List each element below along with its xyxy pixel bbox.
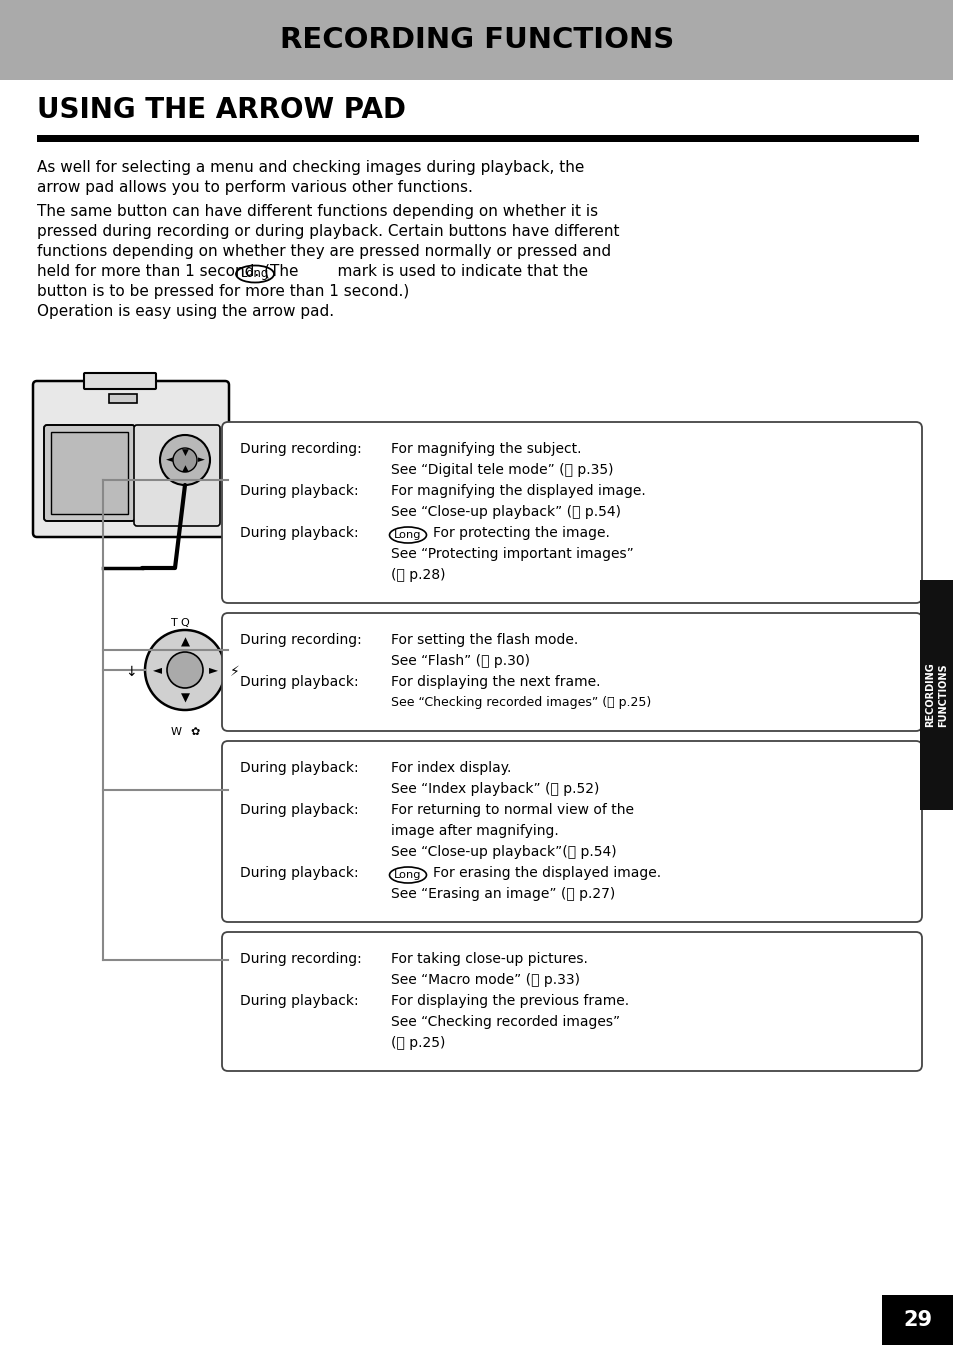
Text: See “Close-up playback”(␃ p.54): See “Close-up playback”(␃ p.54) <box>391 845 616 859</box>
Text: For magnifying the displayed image.: For magnifying the displayed image. <box>391 484 645 498</box>
Text: ▲: ▲ <box>180 635 190 648</box>
Text: During recording:: During recording: <box>240 633 361 647</box>
Text: ►: ► <box>209 663 217 677</box>
Text: (␃ p.25): (␃ p.25) <box>391 1036 445 1050</box>
Circle shape <box>172 448 196 472</box>
Text: Operation is easy using the arrow pad.: Operation is easy using the arrow pad. <box>37 304 334 319</box>
Text: During playback:: During playback: <box>240 526 358 539</box>
Text: ↓: ↓ <box>125 664 137 679</box>
Text: button is to be pressed for more than 1 second.): button is to be pressed for more than 1 … <box>37 284 409 299</box>
Text: During playback:: During playback: <box>240 761 358 775</box>
Text: During playback:: During playback: <box>240 803 358 816</box>
FancyBboxPatch shape <box>222 613 921 730</box>
Text: ◄: ◄ <box>152 663 161 677</box>
Text: Q: Q <box>180 617 189 628</box>
Text: Long: Long <box>394 530 421 539</box>
Text: For magnifying the subject.: For magnifying the subject. <box>391 443 581 456</box>
Circle shape <box>160 434 210 486</box>
Text: During playback:: During playback: <box>240 675 358 689</box>
Text: ⚡: ⚡ <box>230 664 239 679</box>
Text: See “Close-up playback” (␃ p.54): See “Close-up playback” (␃ p.54) <box>391 504 620 519</box>
Text: As well for selecting a menu and checking images during playback, the: As well for selecting a menu and checkin… <box>37 160 584 175</box>
FancyBboxPatch shape <box>222 932 921 1071</box>
Text: See “Checking recorded images”: See “Checking recorded images” <box>391 1015 619 1029</box>
Text: ▲: ▲ <box>181 464 189 472</box>
Text: RECORDING FUNCTIONS: RECORDING FUNCTIONS <box>279 26 674 54</box>
Text: ◄: ◄ <box>166 456 172 464</box>
Text: See “Protecting important images”: See “Protecting important images” <box>391 547 633 561</box>
Text: held for more than 1 second. (The        mark is used to indicate that the: held for more than 1 second. (The mark i… <box>37 264 587 278</box>
Bar <box>51 432 128 514</box>
Text: For displaying the previous frame.: For displaying the previous frame. <box>391 994 628 1007</box>
Text: RECORDING
FUNCTIONS: RECORDING FUNCTIONS <box>924 663 947 728</box>
FancyBboxPatch shape <box>33 381 229 537</box>
Text: ▼: ▼ <box>181 448 189 456</box>
FancyBboxPatch shape <box>222 422 921 603</box>
Circle shape <box>145 629 225 710</box>
Circle shape <box>167 652 203 689</box>
Text: For protecting the image.: For protecting the image. <box>433 526 609 539</box>
Text: pressed during recording or during playback. Certain buttons have different: pressed during recording or during playb… <box>37 225 618 239</box>
Text: For index display.: For index display. <box>391 761 511 775</box>
Text: ✿: ✿ <box>190 728 199 737</box>
Text: W: W <box>171 728 182 737</box>
Text: image after magnifying.: image after magnifying. <box>391 824 558 838</box>
Bar <box>109 394 137 404</box>
FancyBboxPatch shape <box>222 741 921 923</box>
Text: During playback:: During playback: <box>240 866 358 880</box>
Text: See “Erasing an image” (␃ p.27): See “Erasing an image” (␃ p.27) <box>391 886 615 901</box>
FancyBboxPatch shape <box>133 425 220 526</box>
Text: USING THE ARROW PAD: USING THE ARROW PAD <box>37 95 406 124</box>
Text: See “Checking recorded images” (␃ p.25): See “Checking recorded images” (␃ p.25) <box>391 695 651 709</box>
Text: For returning to normal view of the: For returning to normal view of the <box>391 803 634 816</box>
Text: During recording:: During recording: <box>240 952 361 966</box>
Text: See “Macro mode” (␃ p.33): See “Macro mode” (␃ p.33) <box>391 972 579 987</box>
Text: ▼: ▼ <box>180 691 190 705</box>
FancyBboxPatch shape <box>44 425 135 521</box>
Bar <box>0 0 953 79</box>
Text: See “Index playback” (␃ p.52): See “Index playback” (␃ p.52) <box>391 781 598 796</box>
Text: T: T <box>171 617 177 628</box>
Text: For taking close-up pictures.: For taking close-up pictures. <box>391 952 587 966</box>
Text: During recording:: During recording: <box>240 443 361 456</box>
Text: ►: ► <box>197 456 204 464</box>
Text: arrow pad allows you to perform various other functions.: arrow pad allows you to perform various … <box>37 180 473 195</box>
Text: For setting the flash mode.: For setting the flash mode. <box>391 633 578 647</box>
Text: During playback:: During playback: <box>240 484 358 498</box>
Bar <box>37 134 918 143</box>
Text: See “Digital tele mode” (␃ p.35): See “Digital tele mode” (␃ p.35) <box>391 463 613 477</box>
Text: 29: 29 <box>902 1310 932 1330</box>
Bar <box>882 1295 953 1345</box>
Text: Long: Long <box>240 268 269 281</box>
Text: functions depending on whether they are pressed normally or pressed and: functions depending on whether they are … <box>37 243 611 260</box>
Text: Long: Long <box>394 870 421 880</box>
Text: The same button can have different functions depending on whether it is: The same button can have different funct… <box>37 204 598 219</box>
Bar <box>919 580 953 810</box>
Text: (␃ p.28): (␃ p.28) <box>391 568 445 582</box>
Text: See “Flash” (␃ p.30): See “Flash” (␃ p.30) <box>391 654 530 668</box>
FancyBboxPatch shape <box>84 373 156 389</box>
Text: For erasing the displayed image.: For erasing the displayed image. <box>433 866 660 880</box>
Text: During playback:: During playback: <box>240 994 358 1007</box>
Text: For displaying the next frame.: For displaying the next frame. <box>391 675 599 689</box>
